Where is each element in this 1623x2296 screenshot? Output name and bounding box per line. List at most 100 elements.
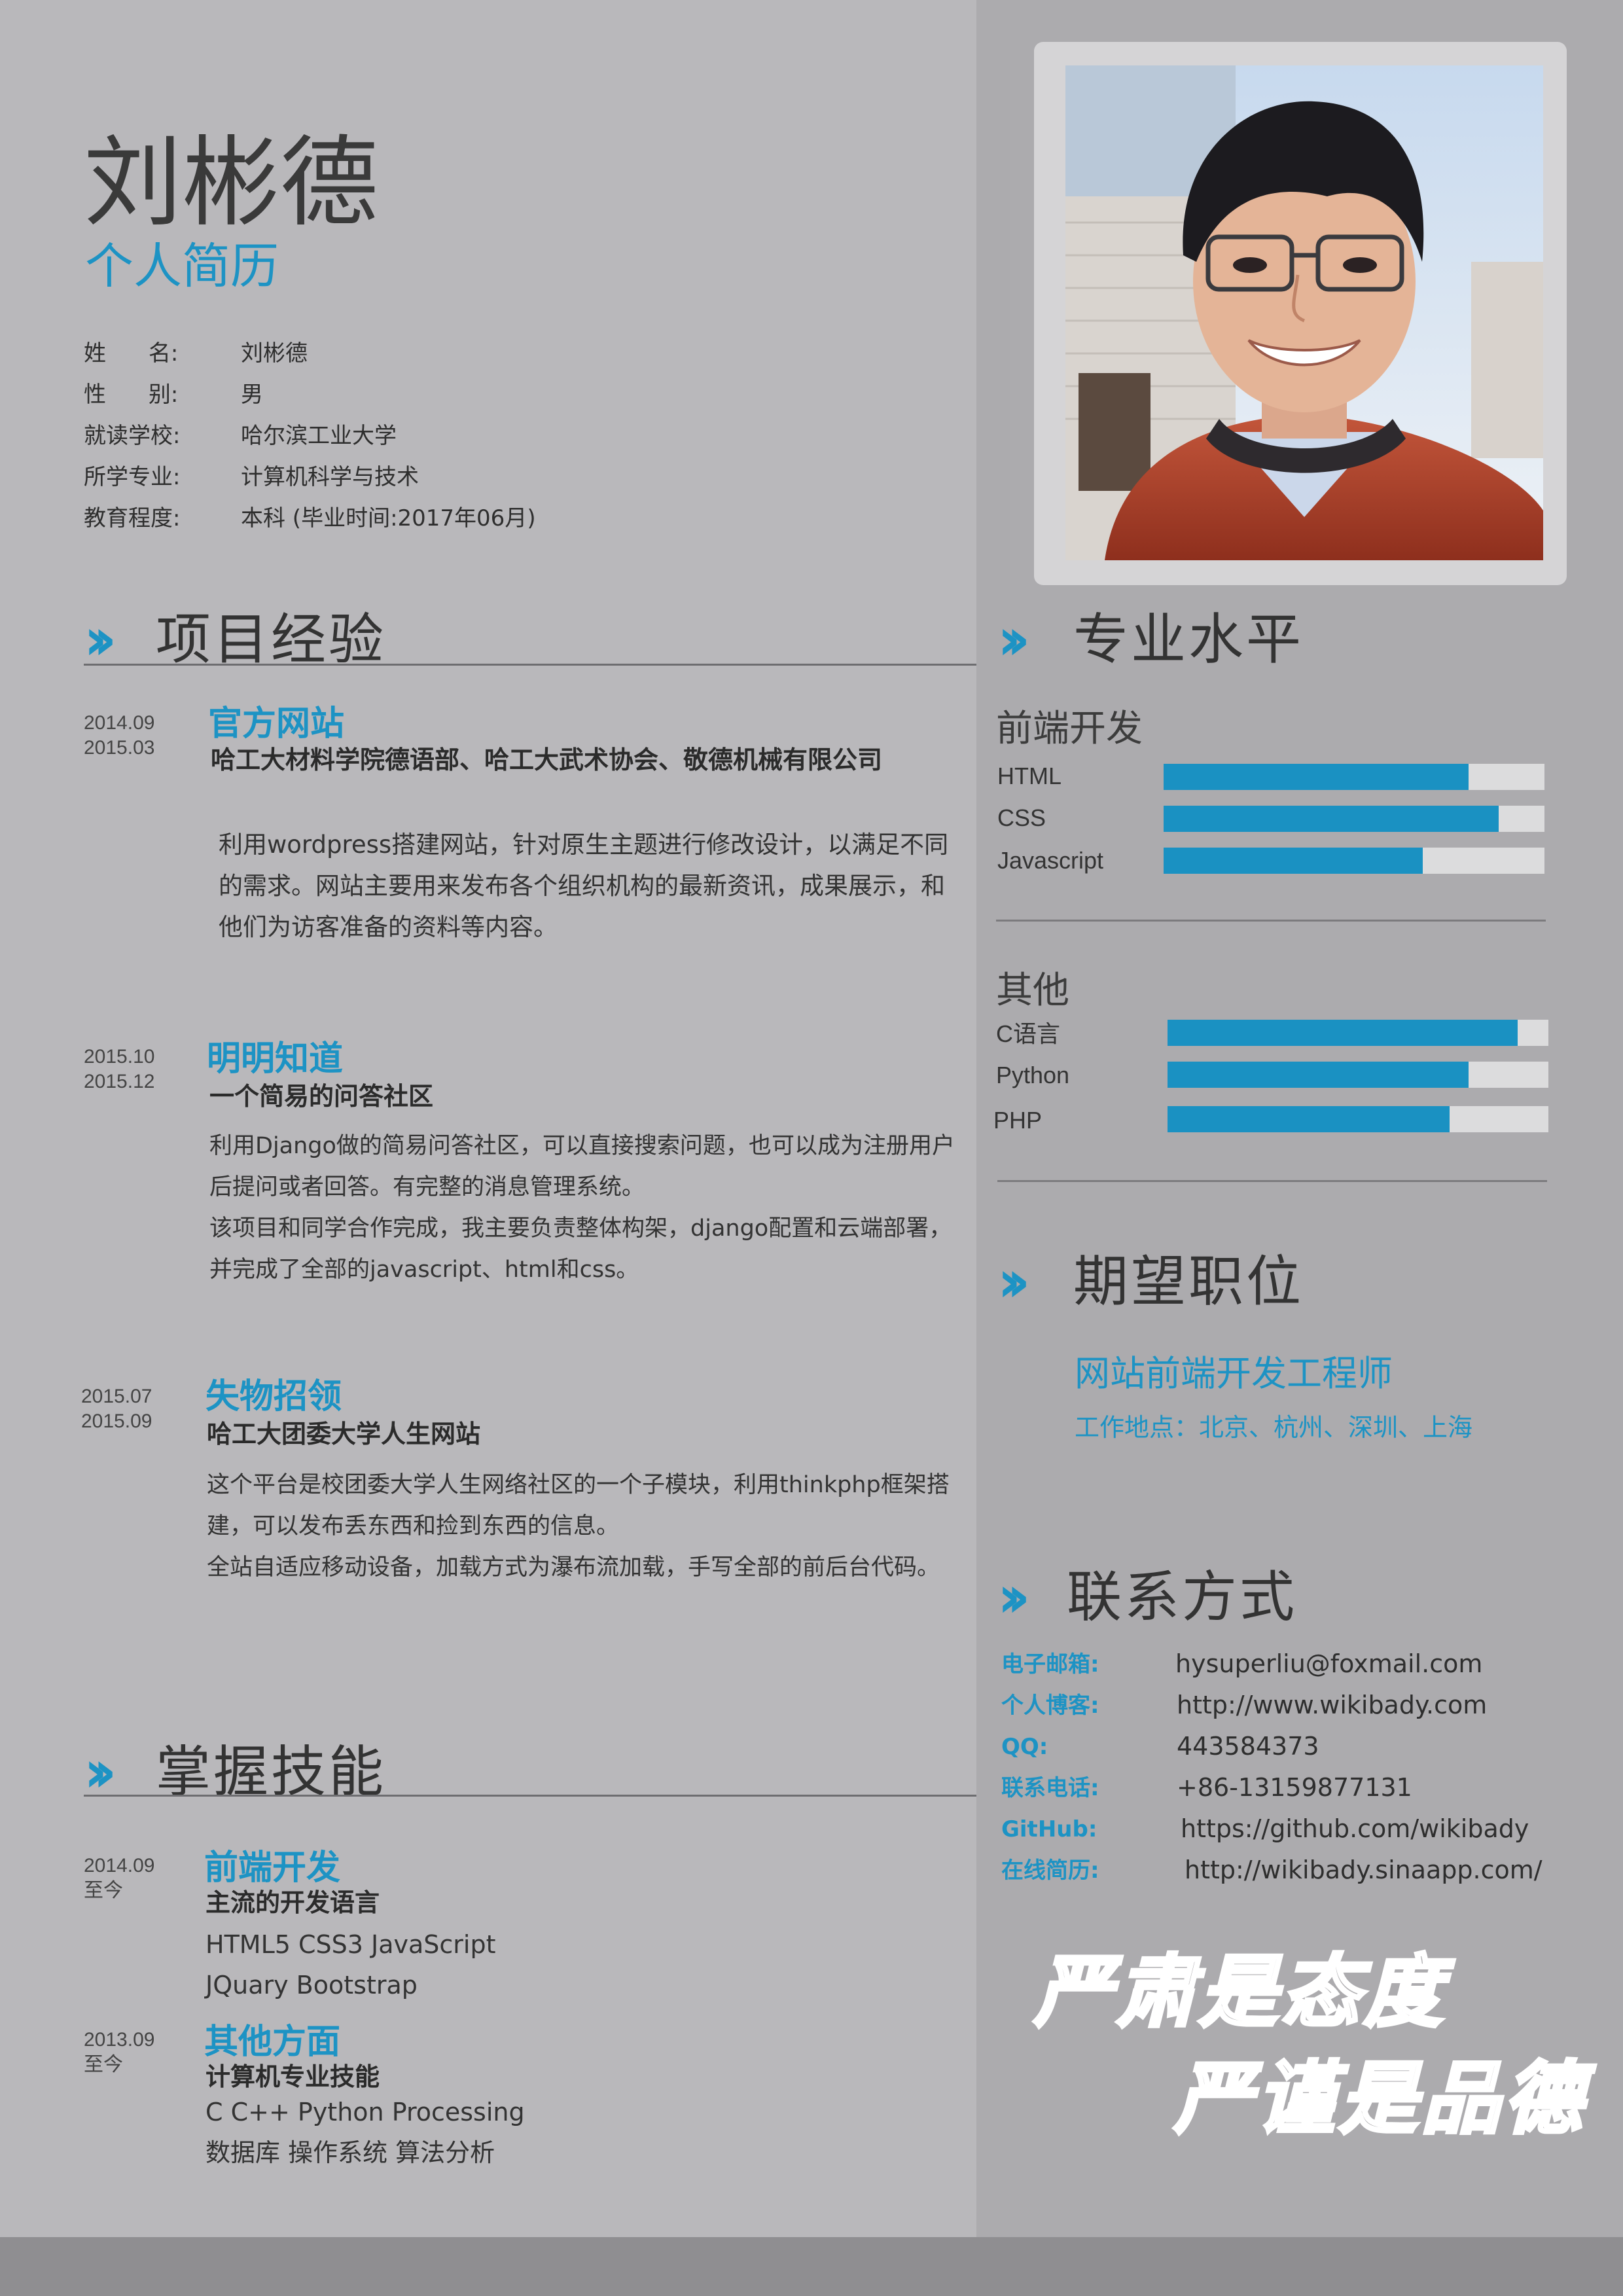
section-title: 期望职位 <box>1073 1249 1304 1314</box>
skill-subtitle: 主流的开发语言 <box>205 1888 380 1917</box>
project-description: 利用Django做的简易问答社区，可以直接搜索问题，也可以成为注册用户后提问或者… <box>209 1126 962 1291</box>
skill-bar-fill <box>1164 806 1499 832</box>
skill-subtitle: 计算机专业技能 <box>205 2062 380 2091</box>
skill-date: 2013.09 至今 <box>84 2028 154 2077</box>
info-value: 刘彬德 <box>241 340 308 367</box>
double-chevron-icon: ›› <box>997 1563 1030 1630</box>
date-start: 2015.07 <box>81 1386 152 1407</box>
divider <box>996 920 1546 922</box>
resume-subtitle: 个人简历 <box>85 238 279 295</box>
info-value: 计算机科学与技术 <box>241 464 419 490</box>
double-chevron-icon: ›› <box>84 605 116 673</box>
info-row-major: 所学专业: 计算机科学与技术 <box>84 466 419 488</box>
date-start: 2013.09 <box>84 2029 155 2051</box>
date-end: 2015.03 <box>84 737 155 759</box>
profile-photo <box>1065 65 1543 560</box>
contact-resume[interactable]: http://wikibady.sinaapp.com/ <box>1185 1856 1543 1884</box>
double-chevron-icon: ›› <box>997 605 1030 673</box>
project-date: 2015.07 2015.09 <box>81 1384 152 1434</box>
contact-label-resume: 在线简历: <box>1001 1857 1099 1884</box>
skill-bar <box>1168 1020 1548 1046</box>
skill-bar <box>1164 806 1544 832</box>
motto-line-2: 严谨是品德 <box>1173 2054 1586 2145</box>
section-divider <box>84 1795 976 1797</box>
contact-label-github: GitHub: <box>1001 1816 1097 1842</box>
skill-date: 2014.09 至今 <box>84 1854 154 1903</box>
info-label: 姓 名: <box>84 340 179 367</box>
date-start: 2014.09 <box>84 712 155 734</box>
info-value: 哈尔滨工业大学 <box>241 423 397 449</box>
skill-bar-label: Javascript <box>997 847 1104 874</box>
contact-label-phone: 联系电话: <box>1001 1775 1099 1801</box>
info-row-education: 教育程度: 本科 (毕业时间:2017年06月) <box>84 507 536 529</box>
skill-title: 前端开发 <box>204 1848 341 1888</box>
project-description: 利用wordpress搭建网站，针对原生主题进行修改设计，以满足不同的需求。网站… <box>219 824 958 948</box>
skill-bar <box>1168 1062 1548 1088</box>
divider <box>997 1180 1547 1182</box>
skill-bar-label: C语言 <box>996 1020 1060 1047</box>
project-date: 2015.10 2015.12 <box>84 1045 154 1094</box>
contact-phone: +86-13159877131 <box>1177 1773 1412 1802</box>
double-chevron-icon: ›› <box>997 1247 1030 1315</box>
project-subtitle: 哈工大材料学院德语部、哈工大武术协会、敬德机械有限公司 <box>211 745 883 774</box>
info-value: 男 <box>241 382 263 408</box>
contact-github[interactable]: https://github.com/wikibady <box>1181 1814 1529 1843</box>
frontend-heading: 前端开发 <box>996 708 1143 750</box>
date-start: 2014.09 <box>84 1855 155 1876</box>
contact-email[interactable]: hysuperliu@foxmail.com <box>1175 1649 1483 1678</box>
info-label: 所学专业: <box>84 464 181 490</box>
date-end: 2015.12 <box>84 1071 155 1092</box>
info-label: 性 别: <box>84 382 179 408</box>
section-contact-header: ›› 联系方式 <box>997 1563 1586 1628</box>
skill-line: C C++ Python Processing <box>205 2098 525 2126</box>
project-subtitle: 哈工大团委大学人生网站 <box>207 1420 481 1448</box>
skill-bar-fill <box>1164 764 1469 790</box>
description-paragraph: 该项目和同学合作完成，我主要负责整体构架，django配置和云端部署，并完成了全… <box>209 1215 952 1283</box>
info-row-gender: 性 别: 男 <box>84 384 263 406</box>
project-description: 这个平台是校团委大学人生网络社区的一个子模块，利用thinkphp框架搭建，可以… <box>207 1465 971 1588</box>
info-label: 教育程度: <box>84 505 181 531</box>
info-row-school: 就读学校: 哈尔滨工业大学 <box>84 425 397 447</box>
footer-bar <box>0 2237 1623 2296</box>
project-title: 失物招领 <box>205 1377 342 1416</box>
motto-line-1: 严肃是态度 <box>1033 1947 1446 2038</box>
date-end: 至今 <box>84 1880 123 1901</box>
skill-bar-label: Python <box>996 1062 1070 1088</box>
job-location: 工作地点：北京、杭州、深圳、上海 <box>1075 1413 1473 1442</box>
skill-bar-fill <box>1168 1106 1450 1132</box>
contact-label-blog: 个人博客: <box>1001 1693 1099 1719</box>
description-paragraph: 利用Django做的简易问答社区，可以直接搜索问题，也可以成为注册用户后提问或者… <box>209 1133 955 1200</box>
skill-line: JQuary Bootstrap <box>205 1971 418 2000</box>
description-paragraph: 全站自适应移动设备，加载方式为瀑布流加载，手写全部的前后台代码。 <box>207 1554 940 1581</box>
section-projects-header: ›› 项目经验 <box>84 605 976 671</box>
skill-bar <box>1168 1106 1548 1132</box>
skill-bar-label: PHP <box>993 1107 1043 1134</box>
skill-bar <box>1164 848 1544 874</box>
date-start: 2015.10 <box>84 1046 155 1067</box>
section-title: 专业水平 <box>1073 607 1304 672</box>
info-label: 就读学校: <box>84 423 181 449</box>
section-skills-header: ›› 掌握技能 <box>84 1738 976 1803</box>
project-title: 明明知道 <box>207 1039 344 1079</box>
project-date: 2014.09 2015.03 <box>84 711 154 761</box>
section-divider <box>84 664 976 666</box>
skill-title: 其他方面 <box>204 2022 341 2062</box>
double-chevron-icon: ›› <box>84 1738 116 1805</box>
skill-bar-label: CSS <box>997 804 1046 831</box>
contact-qq: 443584373 <box>1177 1732 1319 1761</box>
info-row-name: 姓 名: 刘彬德 <box>84 342 308 365</box>
resume-name: 刘彬德 <box>84 126 379 240</box>
skill-line: 数据库 操作系统 算法分析 <box>205 2138 495 2167</box>
info-value: 本科 (毕业时间:2017年06月) <box>241 505 536 531</box>
project-title: 官方网站 <box>208 704 345 744</box>
skill-bar-fill <box>1164 848 1423 874</box>
date-end: 至今 <box>84 2054 123 2075</box>
other-heading: 其他 <box>996 969 1069 1012</box>
section-job-header: ›› 期望职位 <box>997 1247 1586 1313</box>
section-title: 掌握技能 <box>156 1740 387 1804</box>
section-professional-header: ›› 专业水平 <box>997 605 1586 671</box>
skill-bar-fill <box>1168 1020 1518 1046</box>
skill-bar <box>1164 764 1544 790</box>
contact-blog[interactable]: http://www.wikibady.com <box>1177 1691 1488 1719</box>
date-end: 2015.09 <box>81 1410 152 1432</box>
